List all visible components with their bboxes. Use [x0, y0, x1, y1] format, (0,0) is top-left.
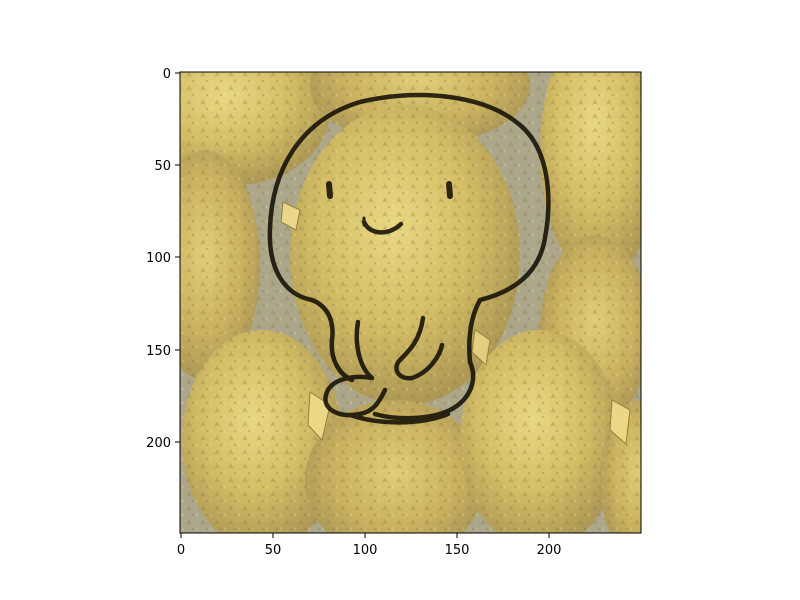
x-tick-label: 50 — [265, 543, 282, 558]
x-tick-label: 200 — [537, 543, 562, 558]
cartoon-body — [309, 297, 483, 383]
y-tick-label: 50 — [154, 159, 171, 174]
y-tick-label: 100 — [146, 251, 171, 266]
y-tick-label: 200 — [146, 436, 171, 451]
durian-photo — [180, 72, 641, 533]
x-axis: 0 50 100 150 200 — [177, 533, 562, 558]
cartoon-right-leg — [372, 315, 476, 421]
y-tick-label: 150 — [146, 344, 171, 359]
cartoon-left-leg — [323, 319, 388, 418]
cartoon-left-eye — [326, 181, 333, 199]
x-tick-label: 0 — [177, 543, 185, 558]
y-tick-label: 0 — [163, 67, 171, 82]
y-axis: 0 50 100 150 200 — [146, 67, 180, 451]
cartoon-figure — [267, 92, 551, 425]
x-tick-label: 100 — [353, 543, 378, 558]
cartoon-smile — [361, 219, 404, 235]
axes-frame — [179, 71, 642, 534]
cartoon-head — [267, 92, 551, 303]
x-tick-label: 150 — [445, 543, 470, 558]
cartoon-right-eye — [446, 181, 453, 199]
